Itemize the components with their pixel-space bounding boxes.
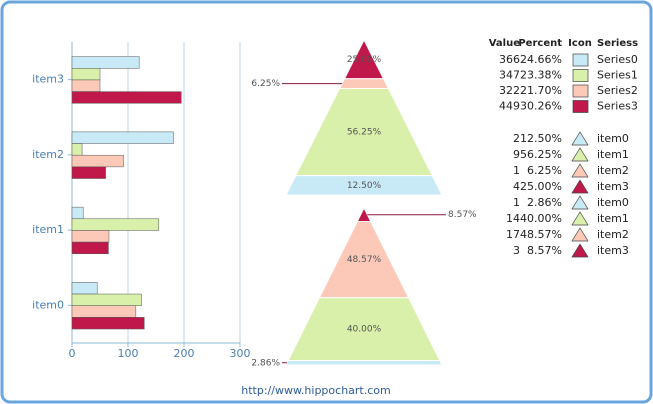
bar: [71, 131, 174, 144]
legend-label: Series3: [597, 100, 638, 113]
bar: [71, 91, 182, 104]
bar: [71, 293, 142, 306]
x-tick-label: 0: [69, 347, 76, 360]
legend-icon: [572, 69, 589, 82]
legend-icon: [572, 53, 589, 67]
table-cell: 56.25%: [520, 148, 562, 161]
table-cell: 6.25%: [527, 164, 562, 177]
table-cell: 8.57%: [527, 244, 562, 257]
bar: [71, 79, 101, 92]
pyramid-segment: [285, 175, 443, 196]
footer: http://www.hippochart.com: [241, 384, 390, 397]
bar: [71, 218, 160, 231]
y-tick-label: item2: [32, 148, 64, 161]
bar: [71, 68, 101, 81]
legend-icon: [572, 100, 589, 113]
data-label: 48.57%: [347, 255, 382, 265]
table-cell: 9: [513, 148, 520, 161]
legend-label: Series0: [597, 53, 638, 66]
y-tick-label: item3: [32, 73, 64, 86]
x-tick-label: 300: [230, 347, 251, 360]
legend-icon: [571, 243, 589, 258]
table-header: Value: [489, 38, 520, 49]
data-label: 8.57%: [448, 210, 477, 220]
y-tick-label: item1: [32, 223, 64, 236]
x-tick-label: 200: [174, 347, 195, 360]
bar: [71, 56, 140, 69]
bar: [71, 166, 106, 179]
legend-icon: [571, 195, 589, 210]
data-label: 40.00%: [347, 325, 382, 335]
table-header: Percent: [518, 38, 562, 49]
y-tick-label: item0: [32, 298, 64, 311]
table-cell: 449: [499, 100, 520, 113]
table-cell: 24.66%: [520, 53, 562, 66]
table-cell: 17: [506, 228, 520, 241]
table-cell: 2.86%: [527, 196, 562, 209]
legend-label: item1: [597, 148, 629, 161]
legend-icon: [571, 163, 589, 178]
x-tick-label: 100: [118, 347, 139, 360]
legend-label: item2: [597, 164, 629, 177]
legend-icon: [572, 84, 589, 98]
table-cell: 4: [513, 180, 520, 193]
legend-icon: [571, 227, 589, 242]
pyramid-segment: [285, 360, 443, 366]
legend-label: item0: [597, 196, 629, 209]
bar: [71, 317, 145, 330]
legend-icon: [571, 131, 589, 146]
table-header: Icon: [568, 38, 592, 49]
data-label: 25.00%: [347, 55, 382, 65]
bar: [71, 282, 98, 295]
table-cell: 14: [506, 212, 520, 225]
table-cell: 40.00%: [520, 212, 562, 225]
table-cell: 322: [499, 84, 520, 97]
table-cell: 347: [499, 69, 520, 82]
table-cell: 2: [513, 132, 520, 145]
legend-label: item1: [597, 212, 629, 225]
data-label: 56.25%: [347, 128, 382, 138]
table-cell: 1: [513, 164, 520, 177]
bar: [71, 230, 110, 243]
legend-label: item2: [597, 228, 629, 241]
table-cell: 25.00%: [520, 180, 562, 193]
data-label: 12.50%: [347, 181, 382, 191]
bar: [71, 206, 84, 220]
table-cell: 3: [513, 244, 520, 257]
bar: [71, 305, 137, 318]
table-cell: 21.70%: [520, 84, 562, 97]
table-cell: 12.50%: [520, 132, 562, 145]
table-cell: 366: [499, 53, 520, 66]
legend-icon: [571, 147, 589, 162]
table-cell: 48.57%: [520, 228, 562, 241]
pyramid-segment: [338, 78, 390, 89]
table-cell: 23.38%: [520, 69, 562, 82]
bar: [71, 241, 109, 255]
table-cell: 1: [513, 196, 520, 209]
data-label: 2.86%: [251, 358, 280, 368]
table-cell: 30.26%: [520, 100, 562, 113]
legend-label: Series1: [597, 69, 638, 82]
legend-icon: [571, 211, 589, 226]
table-header: Seriess: [597, 38, 638, 49]
legend-icon: [571, 179, 589, 194]
legend-label: item3: [597, 180, 629, 193]
data-label: 6.25%: [251, 79, 280, 89]
legend-label: item3: [597, 244, 629, 257]
legend-label: item0: [597, 132, 629, 145]
bar: [71, 143, 83, 156]
legend-label: Series2: [597, 84, 638, 97]
bar: [71, 154, 124, 168]
